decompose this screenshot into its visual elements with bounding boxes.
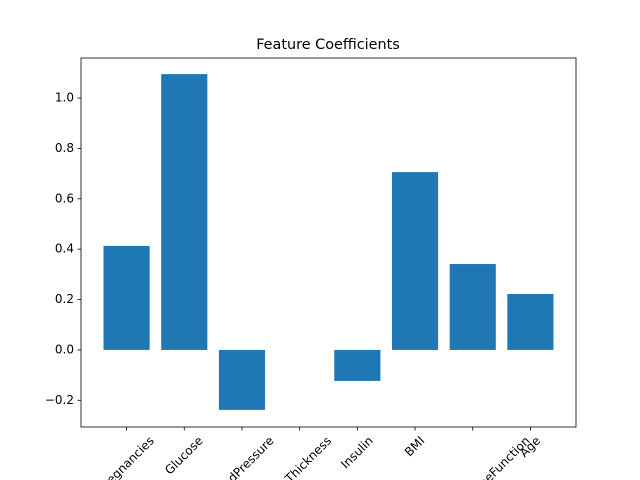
bar: [218, 349, 266, 410]
plot-frame: [80, 57, 577, 428]
bar: [334, 349, 381, 381]
bar: [507, 294, 554, 350]
y-tick-label: 0.6: [55, 191, 74, 205]
y-tick-label: 0.8: [55, 141, 74, 155]
chart-title: Feature Coefficients: [256, 37, 400, 53]
bar: [391, 172, 439, 350]
y-tick-label: −0.2: [45, 393, 74, 407]
y-tick-label: 1.0: [55, 91, 74, 105]
y-tick-label: 0.2: [55, 292, 74, 306]
y-tick-label: 0.4: [55, 242, 74, 256]
bar: [449, 264, 496, 350]
y-tick-label: 0.0: [55, 342, 74, 356]
bar: [103, 245, 150, 350]
bar: [161, 74, 208, 350]
